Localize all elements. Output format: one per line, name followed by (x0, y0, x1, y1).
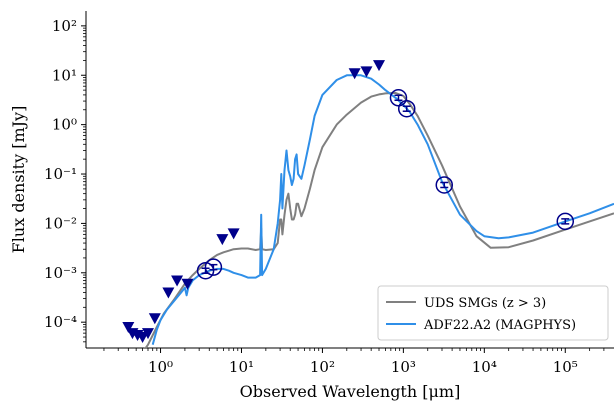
y-tick-label: 10² (52, 17, 77, 35)
y-tick-label: 10⁻¹ (44, 165, 77, 183)
upper-limit-marker (349, 68, 361, 79)
x-tick-label: 10⁴ (472, 358, 497, 376)
y-tick-label: 10⁻² (44, 214, 77, 232)
x-tick-label: 10³ (391, 358, 416, 376)
y-tick-label: 10⁻⁴ (44, 313, 77, 331)
y-tick-label: 10¹ (52, 66, 77, 84)
y-axis-label: Flux density [mJy] (9, 106, 28, 254)
x-tick-label: 10⁵ (553, 358, 578, 376)
axes-group: 10⁰ 10¹ 10² 10³ 10⁴ 10⁵ 10⁻⁴ 10⁻³ 10⁻² 10⁻¹ 10⁰ 10¹… (9, 11, 614, 401)
upper-limit-marker (162, 287, 174, 298)
upper-limit-marker (228, 228, 240, 239)
x-axis-label: Observed Wavelength [μm] (240, 382, 461, 401)
legend: UDS SMGs (z > 3) ADF22.A2 (MAGPHYS) (378, 286, 608, 340)
x-tick-label: 10⁰ (148, 358, 173, 376)
legend-label-1: ADF22.A2 (MAGPHYS) (423, 318, 576, 333)
upper-limit-marker (171, 275, 183, 286)
upper-limit-marker (373, 60, 385, 71)
x-tick-label: 10² (310, 358, 335, 376)
y-tick-label: 10⁻³ (44, 264, 77, 282)
upper-limit-marker (181, 279, 193, 290)
legend-label-0: UDS SMGs (z > 3) (424, 296, 546, 311)
x-tick-label: 10¹ (229, 358, 254, 376)
upper-limit-marker (216, 234, 228, 245)
y-tick-label: 10⁰ (52, 116, 77, 134)
